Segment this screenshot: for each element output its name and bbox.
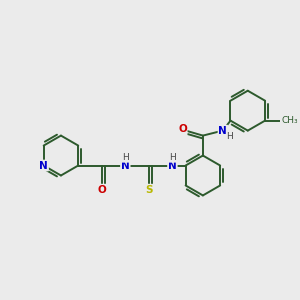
Text: N: N bbox=[39, 160, 48, 170]
Text: CH₃: CH₃ bbox=[282, 116, 298, 125]
Text: N: N bbox=[218, 126, 227, 136]
Text: S: S bbox=[145, 184, 153, 195]
Text: H: H bbox=[169, 153, 176, 162]
Text: H: H bbox=[226, 132, 233, 141]
Text: N: N bbox=[168, 160, 177, 170]
Text: O: O bbox=[98, 184, 106, 195]
Text: O: O bbox=[178, 124, 187, 134]
Text: N: N bbox=[121, 160, 130, 170]
Text: H: H bbox=[122, 153, 129, 162]
